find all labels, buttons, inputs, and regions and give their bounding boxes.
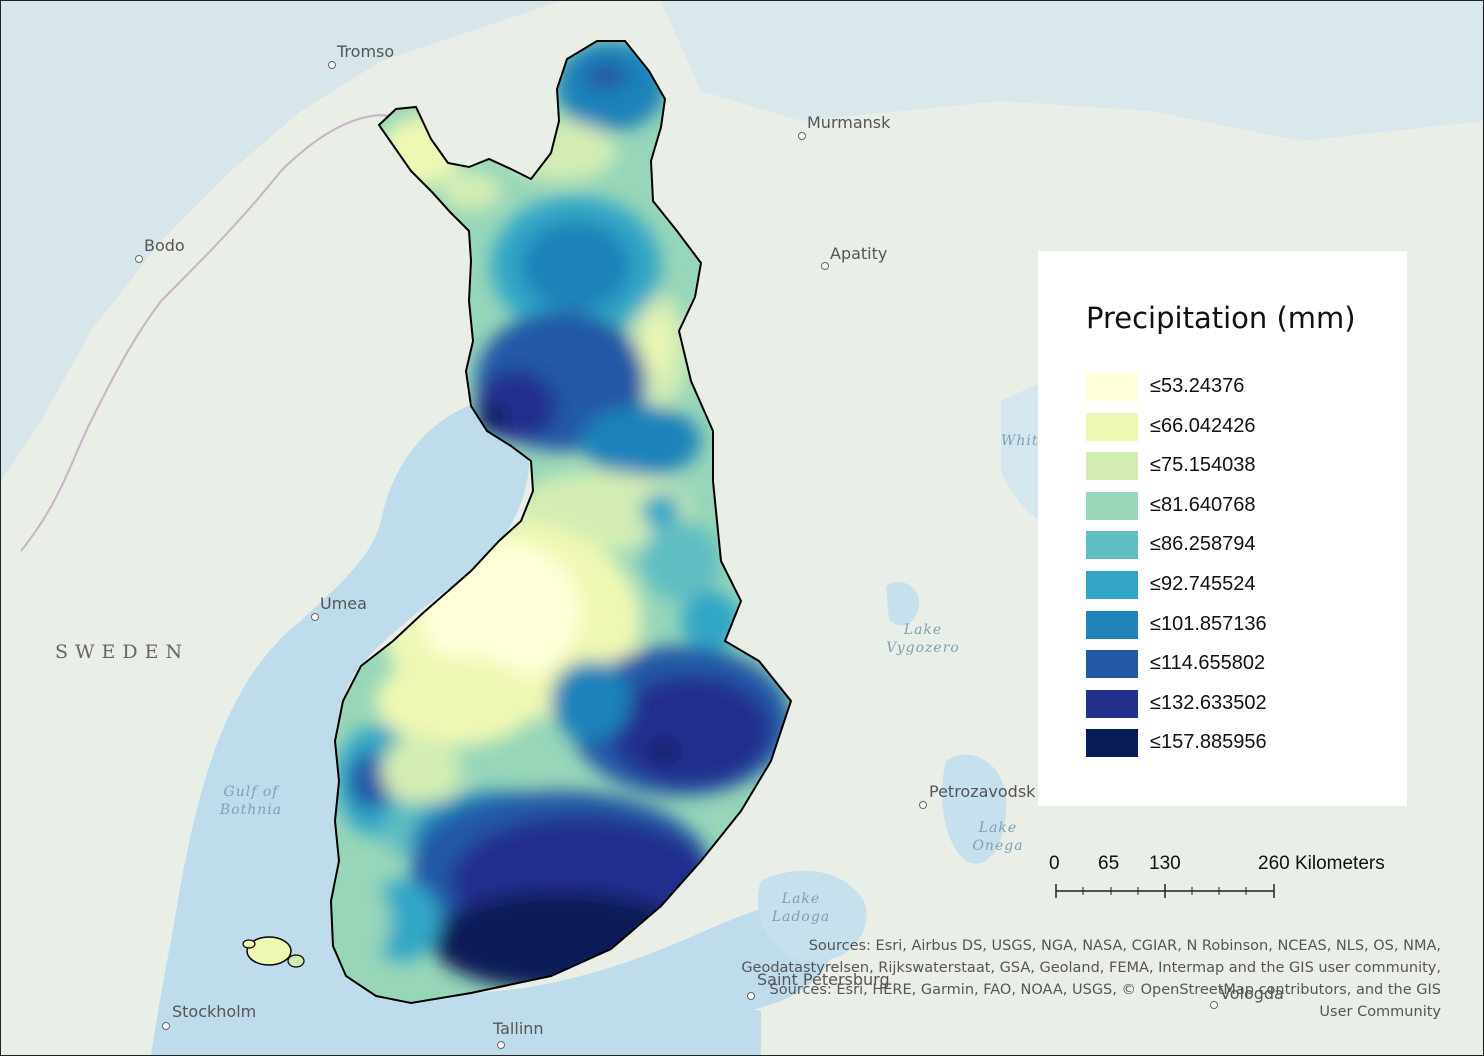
- lake-vygozero-shape: [886, 582, 920, 626]
- place-label-tallinn: Tallinn: [493, 1019, 544, 1038]
- legend-swatch: [1086, 650, 1138, 679]
- attribution-line: Geodatastyrelsen, Rijkswaterstaat, GSA, …: [741, 960, 1441, 976]
- attribution-line: User Community: [1319, 1004, 1441, 1020]
- city-dot: [798, 132, 806, 140]
- lake-onega-shape: [942, 754, 1007, 864]
- legend-swatch: [1086, 531, 1138, 560]
- water-label-line: Whit: [1001, 433, 1039, 449]
- city-dot: [162, 1022, 170, 1030]
- norwegian-sea: [1, 1, 561, 481]
- scale-tick-label: 260 Kilometers: [1258, 853, 1385, 874]
- border-line: [20, 114, 392, 552]
- water-label-line: Lake: [903, 622, 943, 638]
- scale-tick-label: 0: [1049, 853, 1060, 874]
- place-label-bodo: Bodo: [144, 236, 185, 255]
- legend-swatch: [1086, 452, 1138, 481]
- city-dot: [328, 61, 336, 69]
- attribution-line: Sources: Esri, HERE, Garmin, FAO, NOAA, …: [769, 982, 1441, 998]
- attribution-text: Sources: Esri, Airbus DS, USGS, NGA, NAS…: [701, 935, 1441, 1023]
- city-dot: [135, 255, 143, 263]
- place-label-stockholm: Stockholm: [172, 1002, 257, 1021]
- legend-label: ≤101.857136: [1150, 612, 1267, 635]
- legend-label: ≤53.24376: [1150, 375, 1245, 397]
- scale-bar-graphic: [1055, 884, 1275, 898]
- place-label-murmansk: Murmansk: [807, 113, 891, 132]
- water-label-white-sea: Whit: [1001, 432, 1041, 450]
- legend-swatch: [1086, 729, 1138, 758]
- legend-label: ≤86.258794: [1150, 533, 1256, 556]
- place-label-saint-petersburg: Saint Petersburg: [757, 970, 890, 989]
- water-label-line: Ladoga: [771, 909, 831, 925]
- water-label-line: Vygozero: [886, 640, 960, 656]
- legend-title: Precipitation (mm): [1086, 301, 1356, 335]
- scale-tick-label: 65: [1098, 853, 1120, 874]
- city-dot: [747, 992, 755, 1000]
- legend-panel: Precipitation (mm) ≤53.24376 ≤66.042426 ≤7…: [1038, 251, 1407, 806]
- legend-label: ≤114.655802: [1150, 652, 1266, 675]
- water-label-lake-vygozero: Lake Vygozero: [881, 621, 965, 657]
- attribution-line: Sources: Esri, Airbus DS, USGS, NGA, NAS…: [808, 938, 1441, 954]
- water-label-line: Lake: [781, 891, 821, 907]
- legend-label: ≤92.745524: [1150, 573, 1256, 595]
- lake-ladoga-shape: [757, 870, 867, 962]
- city-dot: [497, 1041, 505, 1049]
- city-dot: [821, 262, 829, 270]
- legend-swatch: [1086, 689, 1138, 718]
- city-dot: [1210, 1001, 1218, 1009]
- water-label-line: Gulf of: [223, 784, 279, 800]
- legend-label: ≤132.633502: [1150, 691, 1267, 714]
- legend-label: ≤157.885956: [1150, 731, 1267, 754]
- place-label-petrozavodsk: Petrozavodsk: [929, 782, 1036, 801]
- legend-label: ≤75.154038: [1150, 454, 1256, 477]
- water-label-lake-onega: Lake Onega: [963, 819, 1033, 855]
- water-label-line: Bothnia: [219, 802, 283, 818]
- barents-sea: [661, 1, 1483, 141]
- country-label-sweden: SWEDEN: [55, 641, 190, 663]
- water-label-lake-ladoga: Lake Ladoga: [765, 890, 837, 926]
- city-dot: [919, 801, 927, 809]
- legend-swatch: [1086, 491, 1138, 520]
- water-label-line: Onega: [972, 838, 1024, 854]
- city-dot: [311, 613, 319, 621]
- legend-swatch: [1086, 373, 1138, 401]
- gulf-of-finland: [421, 898, 839, 1035]
- water-label-gulf-of-bothnia: Gulf of Bothnia: [207, 783, 295, 819]
- place-label-vologda: Vologda: [1220, 984, 1284, 1003]
- place-label-apatity: Apatity: [830, 244, 888, 263]
- gulf-of-bothnia: [151, 401, 761, 1055]
- place-label-umea: Umea: [320, 594, 367, 613]
- place-label-tromso: Tromso: [337, 42, 395, 61]
- scale-tick-label: 130: [1149, 853, 1181, 874]
- legend-swatch: [1086, 610, 1138, 639]
- legend-label: ≤81.640768: [1150, 493, 1256, 516]
- legend-swatch: [1086, 571, 1138, 599]
- water-label-line: Lake: [978, 820, 1018, 836]
- legend-swatch: [1086, 412, 1138, 441]
- aland-islands: [242, 936, 305, 968]
- legend-label: ≤66.042426: [1150, 414, 1256, 437]
- scale-bar: 0 65 130 260 Kilometers: [1049, 853, 1399, 903]
